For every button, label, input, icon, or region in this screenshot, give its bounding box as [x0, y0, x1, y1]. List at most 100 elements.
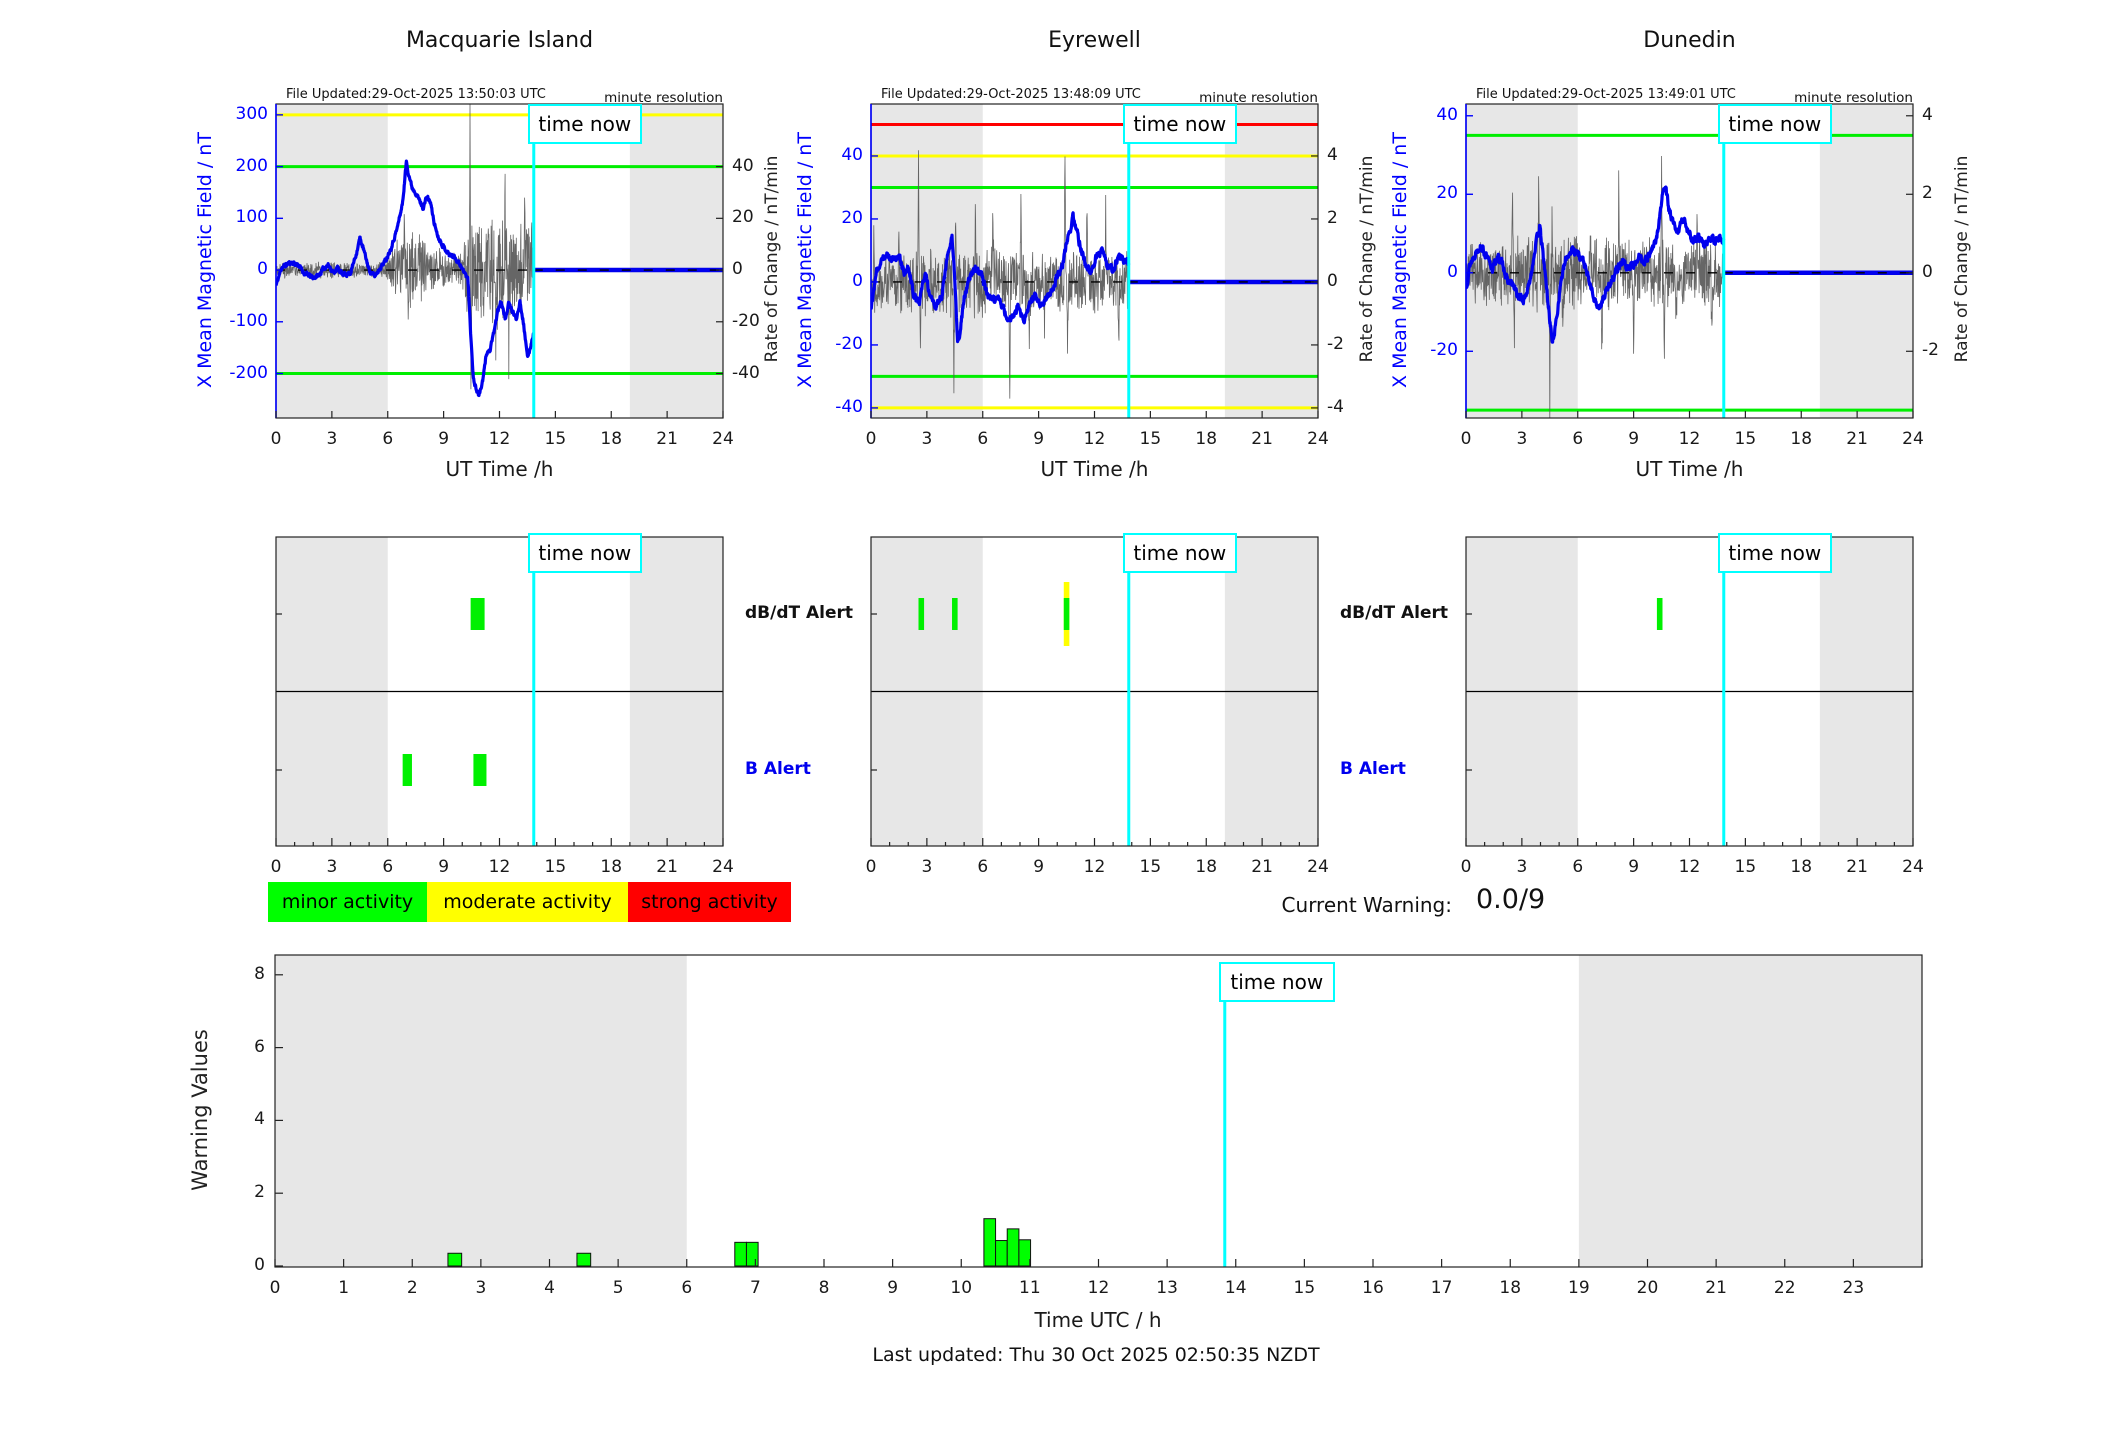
warning-x-tick-label: 9	[887, 1278, 899, 1298]
current-warning-value: 0.0/9	[1476, 884, 1546, 915]
warning-x-tick-label: 18	[1499, 1278, 1522, 1298]
station-title: Eyrewell	[1048, 28, 1141, 53]
resolution-label: minute resolution	[1794, 90, 1913, 106]
right-tick-label: 2	[1922, 183, 1933, 204]
station-title: Dunedin	[1643, 28, 1736, 53]
alert-x-tick-label: 0	[865, 857, 877, 877]
alert-x-tick-label: 24	[1307, 857, 1329, 877]
x-axis-title: UT Time /h	[445, 457, 554, 481]
mean-field-trace	[1466, 185, 1726, 344]
x-tick-label: 0	[270, 429, 282, 449]
legend-label: strong activity	[641, 891, 778, 913]
warning-x-tick-label: 2	[406, 1278, 418, 1298]
x-tick-label: 3	[921, 429, 933, 449]
left-tick-label: -200	[229, 362, 268, 383]
right-tick-label: -2	[1922, 340, 1939, 361]
alert-x-tick-label: 9	[1628, 857, 1640, 877]
left-tick-label: 200	[235, 155, 268, 176]
alert-x-tick-label: 0	[1460, 857, 1472, 877]
time-now-flag: time now	[1218, 962, 1335, 1002]
right-tick-label: 4	[1327, 144, 1338, 165]
warning-x-tick-label: 20	[1636, 1278, 1659, 1298]
station-chart-0	[275, 103, 724, 419]
warning-x-tick-label: 14	[1224, 1278, 1247, 1298]
alert-x-tick-label: 9	[438, 857, 450, 877]
x-tick-label: 21	[1846, 429, 1868, 449]
station-title: Macquarie Island	[405, 28, 594, 53]
x-tick-label: 0	[1460, 429, 1472, 449]
mean-field-trace	[871, 211, 1131, 344]
legend-label: moderate activity	[443, 891, 612, 913]
bottom-x-axis-title: Time UTC / h	[1034, 1308, 1162, 1332]
legend-moderate: moderate activity	[427, 882, 628, 922]
right-tick-label: -4	[1327, 396, 1344, 417]
time-now-flag: time now	[1717, 104, 1832, 144]
right-tick-label: 20	[732, 207, 754, 228]
file-updated-label: File Updated:29-Oct-2025 13:50:03 UTC	[286, 87, 546, 102]
alert-x-tick-label: 21	[1846, 857, 1868, 877]
x-tick-label: 12	[488, 429, 511, 449]
warning-y-tick-label: 4	[254, 1109, 265, 1130]
file-updated-label: File Updated:29-Oct-2025 13:49:01 UTC	[1476, 87, 1736, 102]
b-alert-label: B Alert	[1340, 759, 1406, 779]
left-tick-label: -20	[1430, 340, 1458, 361]
left-tick-label: -40	[835, 396, 863, 417]
y-axis-title-right: Rate of Change / nT/min	[1952, 155, 1972, 363]
x-tick-label: 24	[1307, 429, 1329, 449]
resolution-label: minute resolution	[604, 90, 723, 106]
last-updated-label: Last updated: Thu 30 Oct 2025 02:50:35 N…	[872, 1344, 1320, 1366]
alert-chart-1	[870, 536, 1319, 847]
legend-label: minor activity	[281, 891, 414, 913]
alert-x-tick-label: 12	[1678, 857, 1701, 877]
alert-x-tick-label: 0	[270, 857, 282, 877]
left-tick-label: 20	[1436, 183, 1458, 204]
warning-x-tick-label: 8	[818, 1278, 830, 1298]
alert-x-tick-label: 9	[1033, 857, 1045, 877]
x-tick-label: 9	[1033, 429, 1045, 449]
right-tick-label: -20	[732, 310, 760, 331]
rate-of-change-trace	[276, 104, 534, 390]
x-tick-label: 15	[1139, 429, 1162, 449]
time-now-flag: time now	[1122, 533, 1237, 573]
legend-strong: strong activity	[628, 882, 791, 922]
alert-x-tick-label: 3	[921, 857, 933, 877]
x-tick-label: 12	[1678, 429, 1701, 449]
y-axis-title-right: Rate of Change / nT/min	[1357, 155, 1377, 363]
warning-y-axis-title: Warning Values	[188, 1029, 212, 1191]
station-chart-1	[870, 103, 1319, 419]
right-tick-label: 2	[1327, 207, 1338, 228]
x-tick-label: 21	[656, 429, 678, 449]
x-tick-label: 24	[712, 429, 734, 449]
alert-x-tick-label: 15	[1734, 857, 1757, 877]
alert-x-tick-label: 18	[600, 857, 623, 877]
left-tick-label: 300	[235, 103, 268, 124]
current-warning-label: Current Warning:	[1281, 893, 1452, 917]
legend-minor: minor activity	[268, 882, 427, 922]
warning-x-tick-label: 12	[1087, 1278, 1110, 1298]
warning-values-chart	[274, 954, 1923, 1268]
warning-x-tick-label: 10	[950, 1278, 973, 1298]
x-tick-label: 12	[1083, 429, 1106, 449]
dbdt-alert-label: dB/dT Alert	[1340, 603, 1449, 623]
x-tick-label: 18	[600, 429, 623, 449]
x-tick-label: 6	[1572, 429, 1584, 449]
y-axis-title-left: X Mean Magnetic Field / nT	[1389, 132, 1411, 388]
warning-y-tick-label: 6	[254, 1036, 265, 1057]
warning-x-tick-label: 1	[338, 1278, 350, 1298]
left-tick-label: 40	[841, 144, 863, 165]
alert-chart-2	[1465, 536, 1914, 847]
x-tick-label: 3	[326, 429, 338, 449]
warning-x-tick-label: 16	[1362, 1278, 1384, 1298]
b-alert-label: B Alert	[745, 759, 811, 779]
left-tick-label: 40	[1436, 104, 1458, 125]
alert-x-tick-label: 21	[656, 857, 678, 877]
right-tick-label: -40	[732, 362, 760, 383]
resolution-label: minute resolution	[1199, 90, 1318, 106]
warning-x-tick-label: 17	[1430, 1278, 1453, 1298]
alert-x-tick-label: 3	[326, 857, 338, 877]
warning-x-tick-label: 22	[1773, 1278, 1796, 1298]
time-now-flag: time now	[527, 533, 642, 573]
x-axis-title: UT Time /h	[1040, 457, 1149, 481]
warning-x-tick-label: 19	[1568, 1278, 1590, 1298]
left-tick-label: -100	[229, 310, 268, 331]
